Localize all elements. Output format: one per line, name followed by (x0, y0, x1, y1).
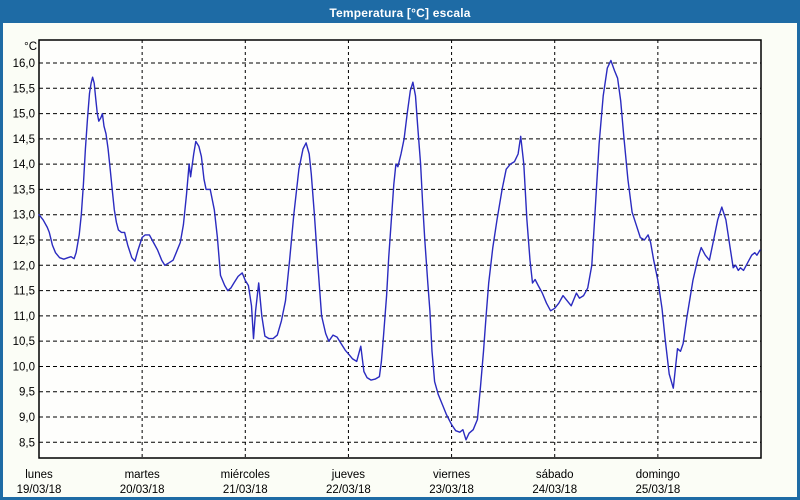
day-date-label: 21/03/18 (223, 484, 268, 496)
chart-title-bar: Temperatura [°C] escala (3, 3, 797, 23)
y-tick-label: 12,5 (13, 235, 35, 247)
day-name-label: jueves (331, 469, 365, 481)
chart-title: Temperatura [°C] escala (329, 6, 471, 20)
y-tick-label: 15,0 (13, 109, 35, 121)
day-date-label: 22/03/18 (326, 484, 371, 496)
day-date-label: 24/03/18 (532, 484, 577, 496)
y-tick-label: 12,0 (13, 260, 35, 272)
y-tick-label: 11,0 (13, 311, 35, 323)
y-tick-label: 9,0 (19, 412, 35, 424)
day-date-label: 19/03/18 (17, 484, 62, 496)
y-tick-label: 10,5 (13, 336, 35, 348)
temperature-chart: 16,0 15,5 15,0 14,5 14,0 13,5 13,0 12,5 12,0 11,5… (13, 39, 762, 496)
plot-box (38, 39, 762, 459)
day-date-label: 23/03/18 (429, 484, 474, 496)
day-name-label: lunes (25, 469, 53, 481)
y-tick-label: 9,5 (19, 387, 35, 399)
chart-area: 16,0 15,5 15,0 14,5 14,0 13,5 13,0 12,5 12,0 11,5… (3, 23, 797, 497)
y-axis-unit-label: °C (24, 41, 37, 53)
y-tick-label: 13,0 (13, 210, 35, 222)
y-tick-label: 10,0 (13, 361, 35, 373)
temperature-line (38, 59, 761, 441)
plot-background (39, 40, 761, 458)
y-tick-label: 14,0 (13, 159, 35, 171)
y-tick-label: 14,5 (13, 134, 35, 146)
y-tick-label: 16,0 (13, 58, 35, 70)
y-tick-label: 8,5 (19, 437, 35, 449)
y-tick-label: 15,5 (13, 83, 35, 95)
day-date-label: 20/03/18 (120, 484, 165, 496)
day-name-label: domingo (636, 469, 680, 481)
y-tick-label: 11,5 (13, 286, 35, 298)
day-date-label: 25/03/18 (635, 484, 680, 496)
day-name-label: viernes (433, 469, 470, 481)
y-tick-label: 13,5 (13, 184, 35, 196)
day-name-label: miércoles (221, 469, 270, 481)
day-name-label: sábado (536, 469, 574, 481)
day-name-label: martes (125, 469, 160, 481)
